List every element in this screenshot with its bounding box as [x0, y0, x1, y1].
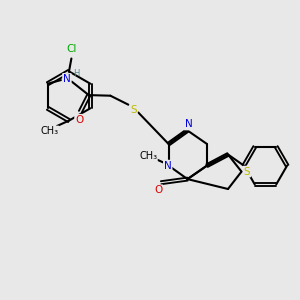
Text: N: N: [184, 119, 192, 130]
Text: O: O: [75, 115, 83, 125]
Text: N: N: [63, 74, 71, 84]
Text: CH₃: CH₃: [139, 151, 157, 161]
Text: N: N: [164, 160, 172, 171]
Text: H: H: [73, 69, 79, 78]
Text: S: S: [244, 167, 250, 177]
Text: CH₃: CH₃: [40, 126, 58, 136]
Text: Cl: Cl: [66, 44, 76, 55]
Text: O: O: [154, 185, 162, 195]
Text: S: S: [130, 105, 137, 115]
